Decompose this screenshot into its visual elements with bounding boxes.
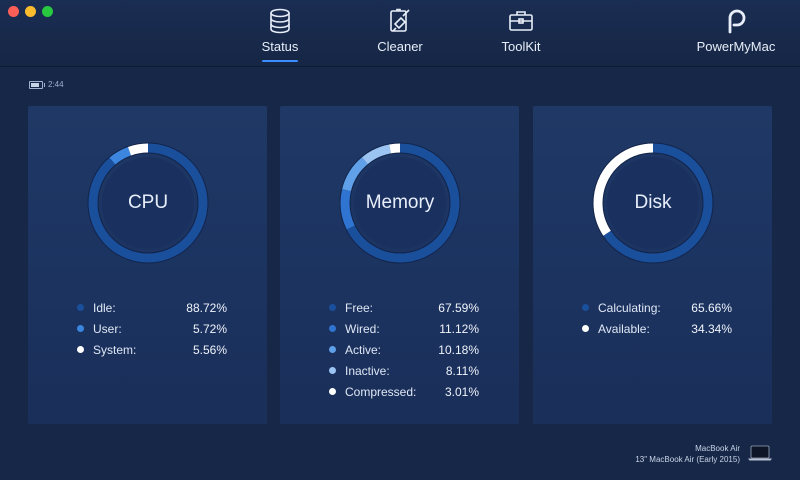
legend-item-free: Free: 67.59%	[329, 297, 479, 318]
legend-dot	[77, 346, 84, 353]
legend-item-user: User: 5.72%	[77, 318, 227, 339]
disk-gauge: Disk	[590, 140, 716, 266]
title-bar: Status Cleaner ToolKit PowerMyMac	[0, 0, 800, 67]
battery-time: 2:44	[48, 80, 64, 89]
legend-dot	[329, 346, 336, 353]
window-controls	[8, 6, 53, 17]
cpu-card: CPU Idle: 88.72% User: 5.72% System: 5.5…	[28, 106, 267, 424]
brand-name: PowerMyMac	[696, 39, 776, 54]
legend-dot	[329, 304, 336, 311]
memory-gauge-ring	[339, 142, 461, 264]
tab-status[interactable]: Status	[235, 8, 325, 62]
gauge-center	[354, 157, 446, 249]
disk-legend: Calculating: 65.66% Available: 34.34%	[582, 297, 732, 339]
legend-dot	[77, 325, 84, 332]
disk-gauge-ring	[592, 142, 714, 264]
legend-item-available: Available: 34.34%	[582, 318, 732, 339]
toolbox-icon	[509, 11, 533, 31]
legend-item-inactive: Inactive: 8.11%	[329, 360, 479, 381]
cpu-gauge-ring	[87, 142, 209, 264]
laptop-icon	[748, 445, 772, 461]
device-model: 13" MacBook Air (Early 2015)	[635, 455, 740, 464]
active-tab-indicator	[262, 60, 298, 62]
zoom-window-button[interactable]	[42, 6, 53, 17]
gauge-center	[102, 157, 194, 249]
gauge-segment-compressed	[340, 143, 460, 263]
legend-item-idle: Idle: 88.72%	[77, 297, 227, 318]
cpu-gauge: CPU	[85, 140, 211, 266]
legend-item-wired: Wired: 11.12%	[329, 318, 479, 339]
tab-cleaner[interactable]: Cleaner	[355, 8, 445, 54]
memory-gauge: Memory	[337, 140, 463, 266]
legend-item-compressed: Compressed: 3.01%	[329, 381, 479, 402]
legend-dot	[329, 388, 336, 395]
memory-gauge-title: Memory	[365, 192, 435, 213]
memory-legend: Free: 67.59% Wired: 11.12% Active: 10.18…	[329, 297, 479, 402]
legend-dot	[329, 367, 336, 374]
minimize-window-button[interactable]	[25, 6, 36, 17]
gauge-segment-wired	[340, 143, 460, 263]
legend-dot	[77, 304, 84, 311]
gauge-segment-system	[88, 143, 208, 263]
close-window-button[interactable]	[8, 6, 19, 17]
disk-card: Disk Calculating: 65.66% Available: 34.3…	[533, 106, 772, 424]
cpu-legend: Idle: 88.72% User: 5.72% System: 5.56%	[77, 297, 227, 360]
device-name: MacBook Air	[695, 444, 740, 453]
gauge-center	[607, 157, 699, 249]
tab-toolkit[interactable]: ToolKit	[476, 8, 566, 54]
tab-status-label: Status	[261, 39, 299, 54]
legend-dot	[582, 325, 589, 332]
tab-toolkit-label: ToolKit	[501, 39, 541, 54]
legend-dot	[582, 304, 589, 311]
memory-card: Memory Free: 67.59% Wired: 11.12% Active…	[280, 106, 519, 424]
brand: PowerMyMac	[690, 8, 782, 54]
disk-gauge-title: Disk	[634, 192, 672, 213]
legend-dot	[329, 325, 336, 332]
database-icon	[270, 8, 290, 34]
legend-item-active: Active: 10.18%	[329, 339, 479, 360]
legend-item-calculating: Calculating: 65.66%	[582, 297, 732, 318]
powermymac-logo-icon	[728, 9, 746, 34]
battery-status: 2:44	[29, 80, 64, 89]
tab-cleaner-label: Cleaner	[377, 39, 423, 54]
gauge-segment-available	[593, 143, 713, 263]
broom-icon	[390, 8, 410, 32]
battery-icon	[29, 80, 45, 89]
legend-item-system: System: 5.56%	[77, 339, 227, 360]
device-info: MacBook Air 13" MacBook Air (Early 2015)	[635, 443, 740, 465]
cpu-gauge-title: CPU	[127, 192, 169, 213]
